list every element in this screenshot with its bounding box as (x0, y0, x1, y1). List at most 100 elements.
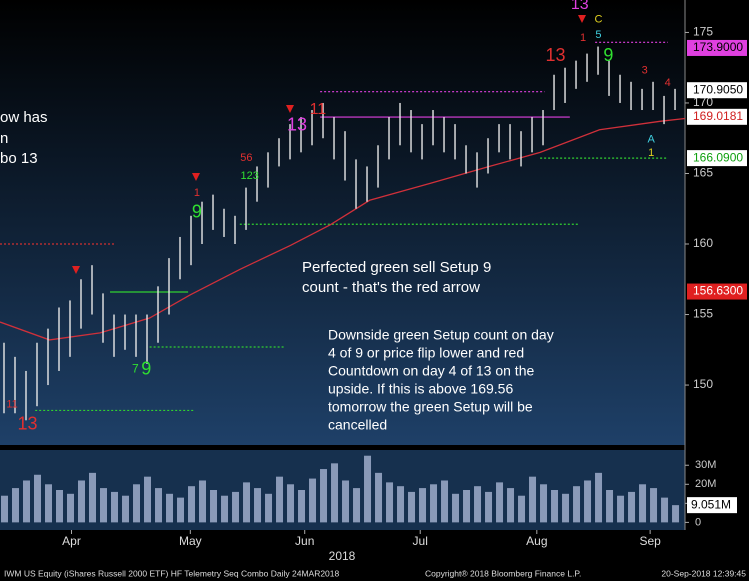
x-tick-label: May (179, 534, 202, 548)
volume-bar (210, 490, 218, 523)
volume-bar (199, 480, 207, 523)
volume-bar (254, 488, 262, 523)
x-tick-label: Jun (295, 534, 314, 548)
level-label: 156.6300 (693, 284, 743, 298)
perfected-note: Perfected green sell Setup 9 count - tha… (302, 259, 491, 296)
level-label: 166.0900 (693, 150, 743, 164)
volume-bar (672, 505, 680, 523)
footer-center: Copyright® 2018 Bloomberg Finance L.P. (425, 568, 581, 578)
volume-bar (551, 490, 559, 523)
volume-level-label: 9.051M (691, 497, 731, 511)
level-label: 170.9050 (693, 82, 743, 96)
td-count: 7 (132, 362, 139, 376)
volume-bar (628, 491, 636, 523)
note-line: bo 13 (0, 150, 38, 167)
y-tick-label: 150 (693, 377, 713, 391)
td-count: 11 (310, 101, 327, 118)
note-line: 4 of 9 or price flip lower and red (328, 345, 524, 361)
td-count: 4 (665, 77, 671, 89)
volume-level-box (687, 497, 737, 514)
volume-bar (166, 493, 174, 523)
x-tick-label: Sep (639, 534, 661, 548)
volume-bar (12, 488, 20, 523)
y-tick-label: 175 (693, 25, 713, 39)
y-tick-label: 160 (693, 236, 713, 250)
volume-bar (584, 480, 592, 523)
volume-bar (1, 495, 8, 523)
level-box (687, 39, 747, 56)
note-line: ow has (0, 109, 48, 126)
td-count: 5 (595, 29, 601, 41)
volume-bar (573, 486, 581, 523)
volume-bar (441, 480, 449, 523)
downside-note: Downside green Setup count on day 4 of 9… (328, 327, 554, 433)
volume-bar (496, 482, 504, 523)
td-count: 13 (546, 45, 566, 65)
moving-average (0, 117, 686, 341)
volume-bar (452, 493, 460, 523)
volume-bar (485, 491, 493, 523)
td-count: 9 (141, 358, 151, 378)
volume-bar (529, 476, 537, 523)
footer-left: IWM US Equity (iShares Russell 2000 ETF)… (4, 568, 340, 578)
volume-bar (606, 490, 614, 523)
volume-bar (595, 472, 603, 523)
volume-bar (155, 488, 163, 523)
footer-right: 20-Sep-2018 12:39:45 (661, 568, 746, 578)
note-line: Countdown on day 4 of 13 on the (328, 363, 534, 379)
volume-tick-label: 30M (695, 459, 716, 471)
volume-bar (100, 488, 108, 523)
td-count: 13 (17, 413, 37, 433)
volume-bar (34, 474, 42, 523)
volume-bar (23, 480, 31, 523)
note-line: Perfected green sell Setup 9 (302, 259, 491, 276)
td-count: 123 (241, 170, 259, 182)
volume-bar (111, 491, 119, 523)
note-line: cancelled (328, 417, 387, 433)
volume-bar (419, 488, 427, 523)
td-count: 11 (6, 399, 17, 411)
note-line: tomorrow the green Setup will be (328, 399, 533, 415)
level-box (687, 108, 747, 125)
volume-bar (562, 493, 570, 523)
level-label: 169.0181 (693, 109, 743, 123)
x-tick-label: Apr (62, 534, 81, 548)
volume-bar (265, 493, 273, 523)
volume-tick-label: 20M (695, 478, 716, 490)
volume-bar (617, 495, 625, 523)
note-line: count - that's the red arrow (302, 279, 480, 296)
volume-bar (540, 484, 548, 523)
level-box (687, 283, 747, 300)
volume-bar (342, 480, 350, 523)
td-count: 9 (603, 45, 613, 65)
volume-bar (430, 484, 438, 523)
td-count: C (594, 14, 602, 26)
volume-bar (364, 455, 372, 523)
volume-bar (78, 480, 86, 523)
td-count: 13 (571, 0, 589, 13)
volume-bar (474, 486, 482, 523)
arrow (286, 105, 294, 113)
note-line: upside. If this is above 169.56 (328, 381, 513, 397)
volume-bar (650, 488, 658, 523)
volume-bar (243, 482, 251, 523)
td-count: 56 (240, 152, 252, 164)
volume-bar (320, 469, 328, 523)
td-count: 3 (642, 64, 648, 76)
volume-bar (177, 497, 185, 523)
volume-bar (661, 497, 669, 523)
x-tick-label: Aug (526, 534, 547, 548)
volume-bar (45, 484, 53, 523)
volume-bar (188, 486, 196, 523)
y-tick-label: 170 (693, 95, 713, 109)
volume-bar (639, 484, 647, 523)
left-note: ow has n bo 13 (0, 109, 48, 167)
td-count: 1 (194, 187, 200, 199)
volume-bar (408, 491, 416, 523)
y-tick-label: 165 (693, 166, 713, 180)
volume-bar (67, 493, 75, 523)
td-count: A (648, 134, 656, 146)
